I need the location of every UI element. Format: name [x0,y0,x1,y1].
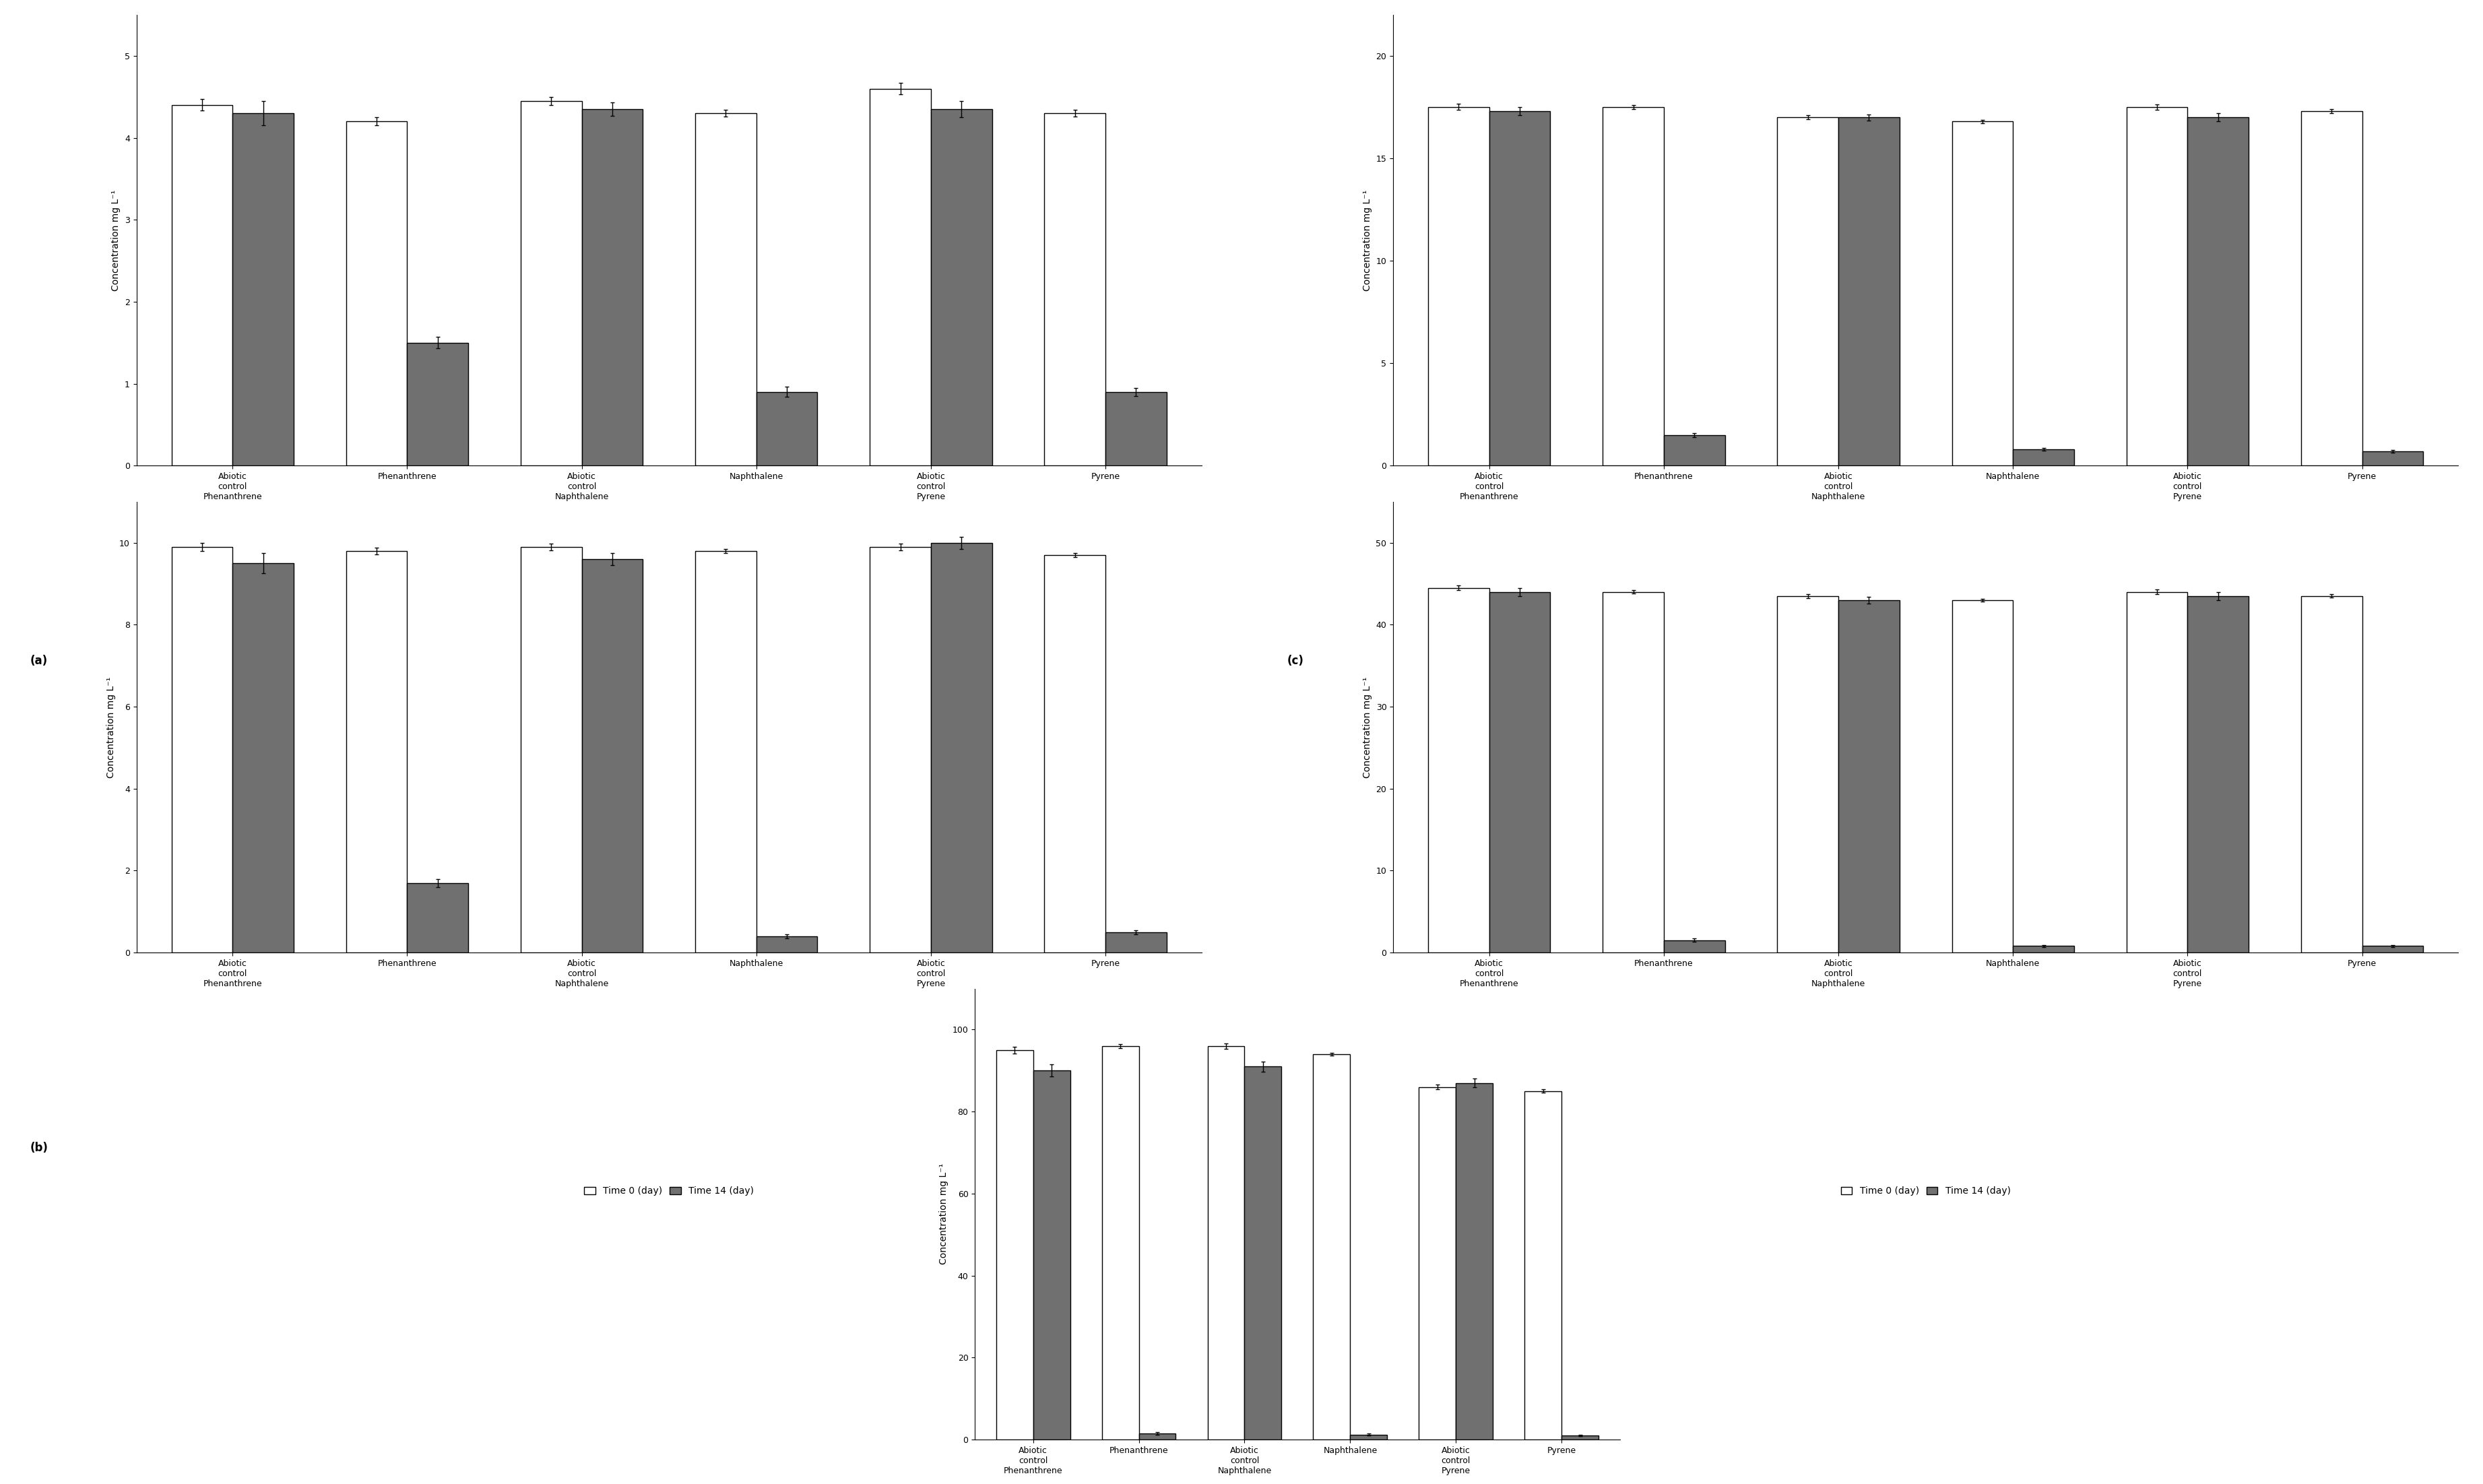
Bar [869,546,931,953]
Text: (d): (d) [1286,1141,1306,1155]
Bar [521,101,581,466]
Text: (a): (a) [30,654,47,668]
Bar [1602,107,1664,466]
Bar [2125,592,2188,953]
Bar [1105,932,1167,953]
Y-axis label: Concentration mg L⁻¹: Concentration mg L⁻¹ [1363,677,1373,778]
Bar [1045,113,1105,466]
Bar [1664,941,1726,953]
Bar [1033,1070,1070,1439]
Bar [2188,117,2250,466]
Bar [345,122,407,466]
Bar [1418,1086,1455,1439]
Bar [1207,1046,1244,1439]
Bar [2361,451,2423,466]
Bar [1140,1434,1177,1439]
Bar [1664,435,1726,466]
Bar [1602,592,1664,953]
Bar [695,551,757,953]
Bar [1428,107,1490,466]
Y-axis label: Concentration mg L⁻¹: Concentration mg L⁻¹ [939,1163,949,1264]
Bar [1952,122,2014,466]
Bar [581,110,643,466]
Bar [757,936,817,953]
Y-axis label: Concentration mg L⁻¹: Concentration mg L⁻¹ [107,677,117,778]
Bar [1525,1091,1562,1439]
Bar [2014,450,2073,466]
Text: (c): (c) [1286,654,1304,668]
Bar [869,89,931,466]
Bar [233,113,293,466]
Bar [1045,555,1105,953]
Y-axis label: Concentration mg L⁻¹: Concentration mg L⁻¹ [1363,190,1373,291]
Text: (b): (b) [30,1141,47,1155]
Bar [1351,1435,1388,1439]
Bar [2125,107,2188,466]
Bar [996,1051,1033,1439]
Bar [1562,1435,1599,1439]
Legend: Time 0 (day), Time 14 (day): Time 0 (day), Time 14 (day) [581,696,757,712]
Bar [2361,945,2423,953]
Bar [1244,1067,1281,1439]
Bar [1428,588,1490,953]
Bar [2188,597,2250,953]
Bar [1455,1083,1492,1439]
Bar [757,392,817,466]
Bar [2302,111,2361,466]
Y-axis label: Concentration mg L⁻¹: Concentration mg L⁻¹ [112,190,122,291]
Legend: Time 0 (day), Time 14 (day): Time 0 (day), Time 14 (day) [581,1183,757,1199]
Bar [233,564,293,953]
Bar [171,105,233,466]
Bar [695,113,757,466]
Bar [521,546,581,953]
Bar [2302,597,2361,953]
Bar [1490,111,1549,466]
Bar [1490,592,1549,953]
Bar [931,110,993,466]
Bar [1778,117,1837,466]
Bar [1105,392,1167,466]
Bar [581,559,643,953]
Bar [931,543,993,953]
Bar [1102,1046,1140,1439]
Bar [1778,597,1837,953]
Bar [2014,945,2073,953]
Bar [407,883,469,953]
Bar [1314,1054,1351,1439]
Bar [1837,600,1899,953]
Legend: Time 0 (day), Time 14 (day): Time 0 (day), Time 14 (day) [1837,696,2014,712]
Bar [171,546,233,953]
Bar [1952,600,2014,953]
Legend: Time 0 (day), Time 14 (day): Time 0 (day), Time 14 (day) [1837,1183,2014,1199]
Bar [407,343,469,466]
Bar [1837,117,1899,466]
Bar [345,551,407,953]
